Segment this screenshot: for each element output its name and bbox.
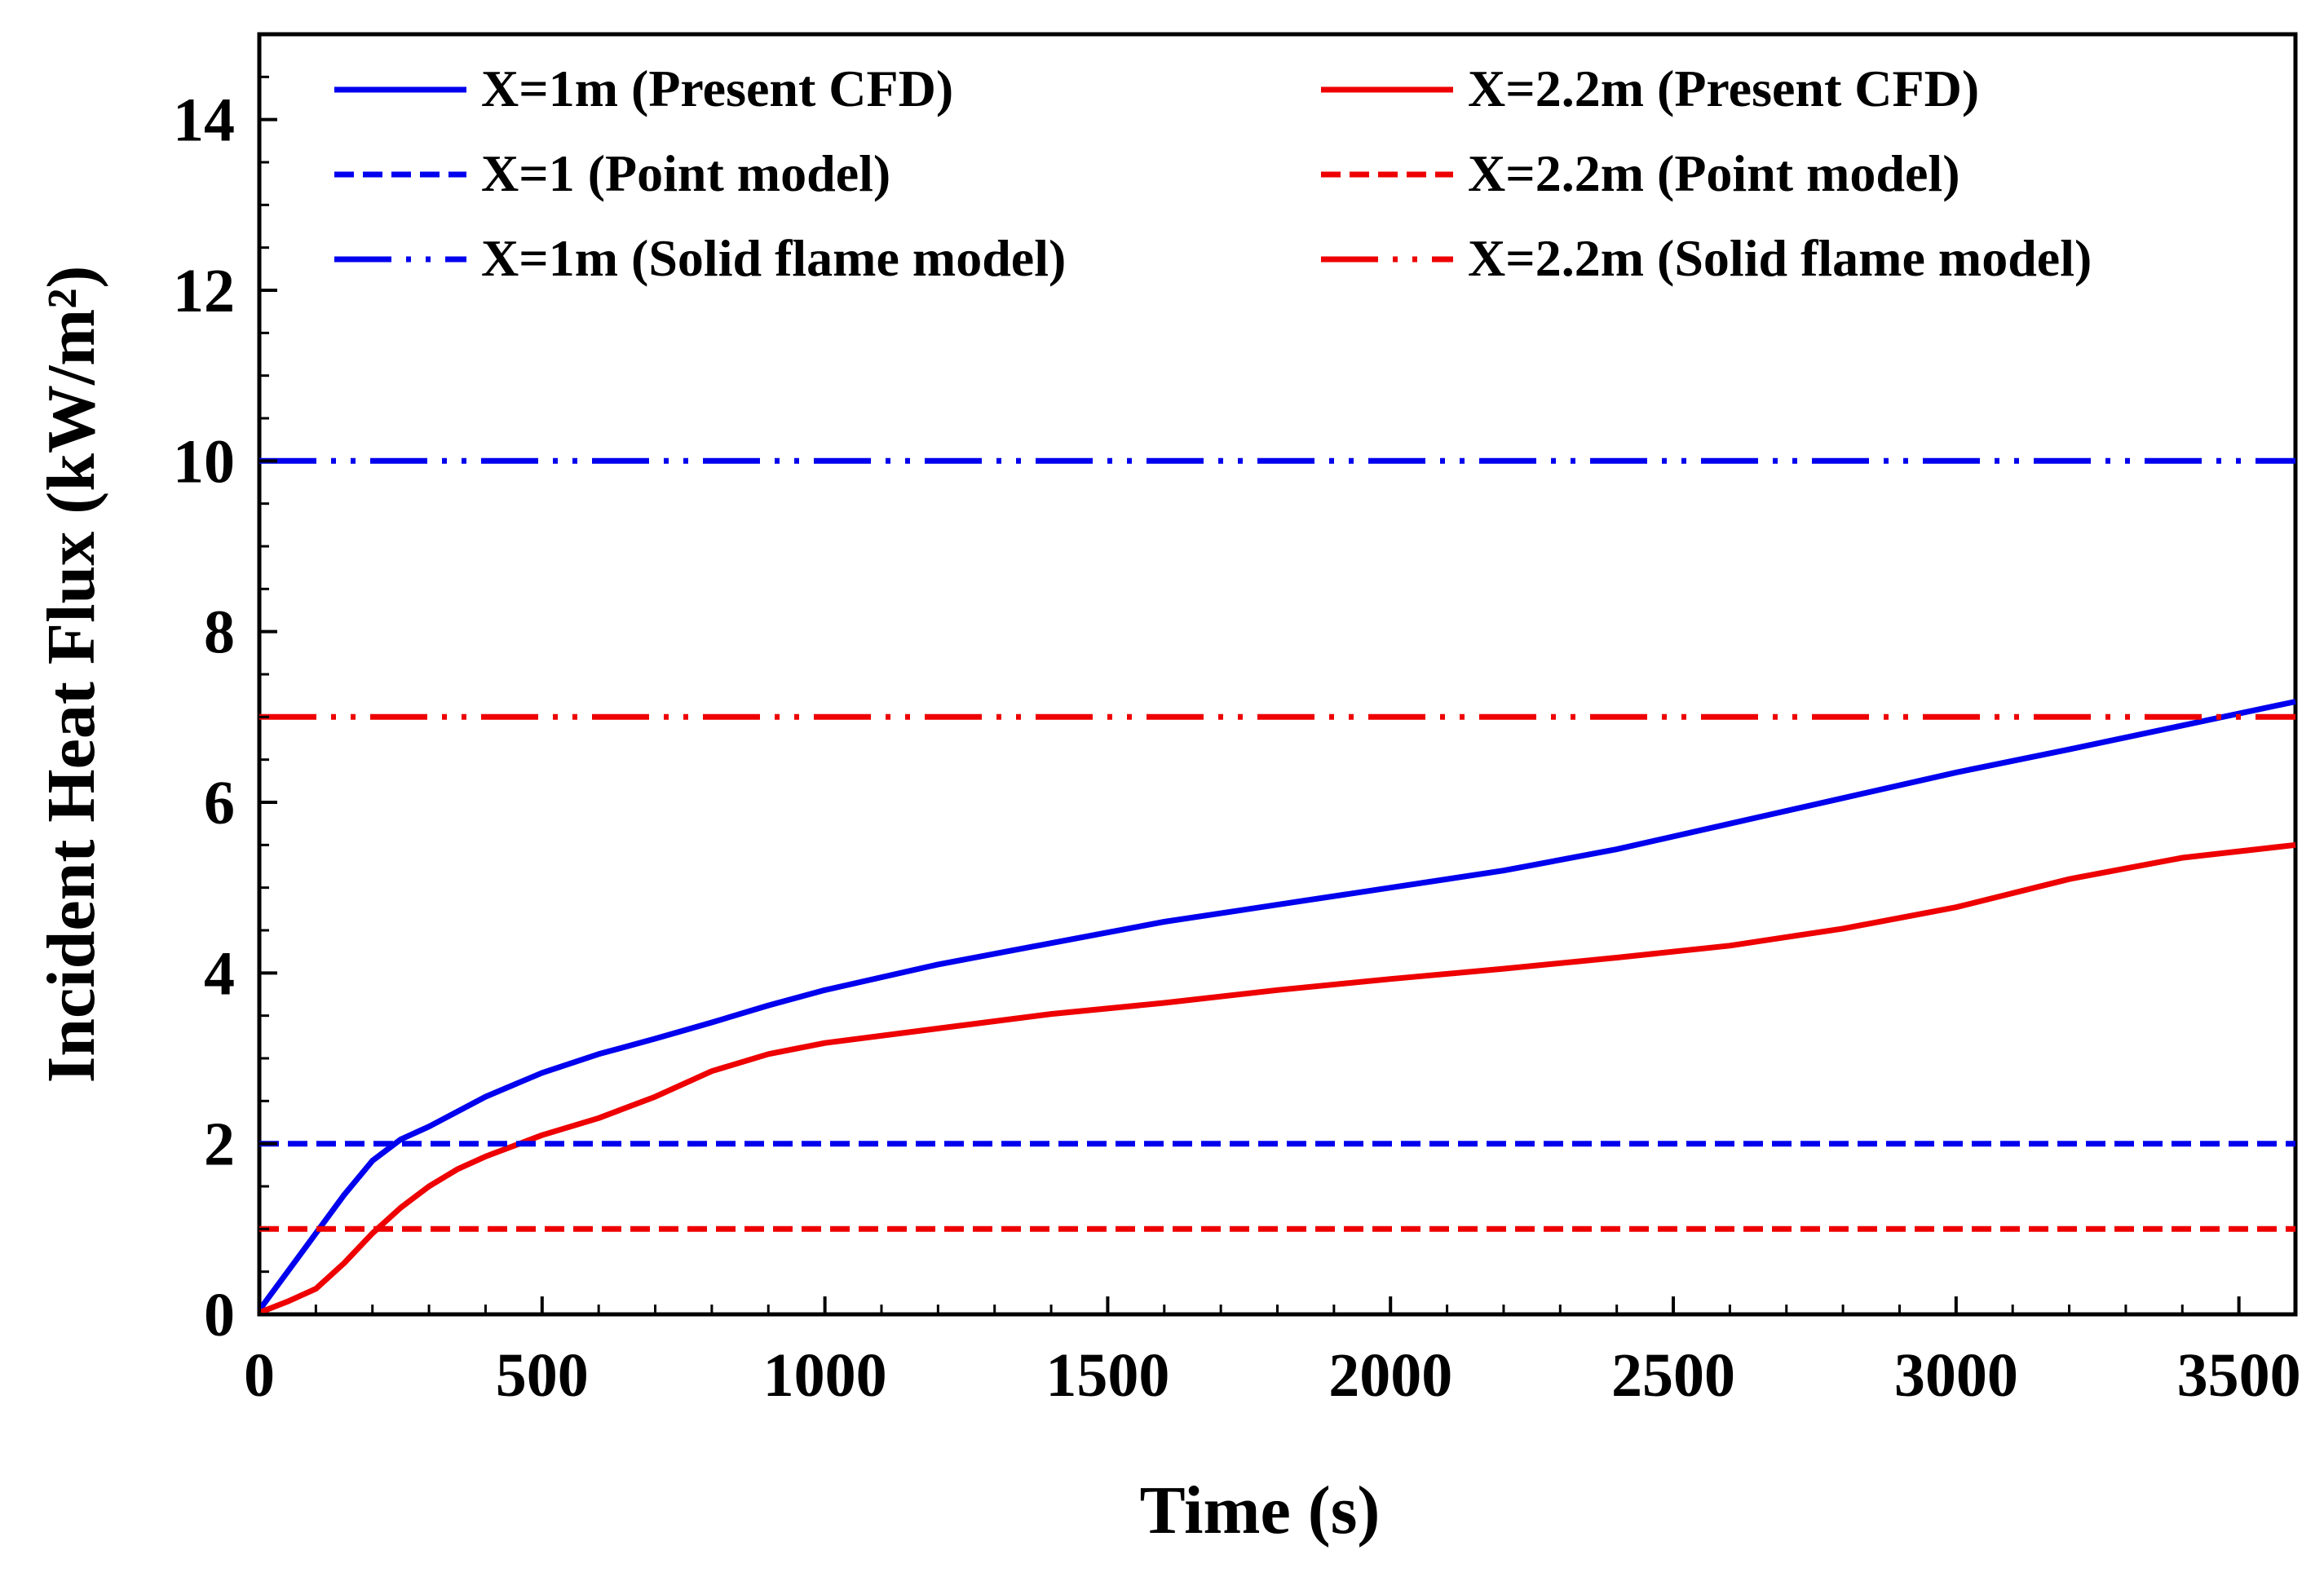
x-tick-label-0: 0 [244,1341,275,1410]
y-tick-label-8: 8 [204,598,235,667]
x-tick-label-2000: 2000 [1328,1341,1452,1410]
legend-label-x1-solid: X=1m (Solid flame model) [481,229,1066,287]
x-tick-label-500: 500 [496,1341,589,1410]
x-tick-label-2500: 2500 [1611,1341,1735,1410]
legend-label-x1-cfd: X=1m (Present CFD) [481,60,953,117]
series-x-1m-present-cfd [257,699,2296,1312]
legend-label-x22-solid: X=2.2m (Solid flame model) [1468,229,2092,287]
x-tick-label-1000: 1000 [763,1341,887,1410]
y-tick-label-6: 6 [204,769,235,837]
y-tick-label-14: 14 [173,86,235,155]
y-tick-label-2: 2 [204,1111,235,1179]
x-tick-label-1500: 1500 [1045,1341,1169,1410]
y-axis-title: Incident Heat Flux (kW/m²) [33,266,109,1084]
y-tick-label-12: 12 [173,257,235,325]
y-tick-label-0: 0 [204,1281,235,1349]
x-tick-label-3500: 3500 [2177,1341,2301,1410]
series-layer [257,457,2296,1316]
legend-label-x22-cfd: X=2.2m (Present CFD) [1468,60,1979,117]
x-tick-label-3000: 3000 [1894,1341,2018,1410]
tick-layer: 0 500 1000 1500 2000 2500 3000 3500 0 2 4 6 8 10 12 14 [173,75,2301,1410]
x-axis-title: Time (s) [1140,1473,1381,1548]
y-tick-label-4: 4 [204,939,235,1008]
plot-area-frame [257,32,2298,1317]
y-tick-label-10: 10 [173,427,235,496]
legend: X=1m (Present CFD) X=1 (Point model) X=1… [334,60,2092,287]
legend-label-x1-point: X=1 (Point model) [481,144,890,202]
legend-label-x22-point: X=2.2m (Point model) [1468,144,1960,202]
series-x-2-2m-present-cfd [258,841,2296,1316]
